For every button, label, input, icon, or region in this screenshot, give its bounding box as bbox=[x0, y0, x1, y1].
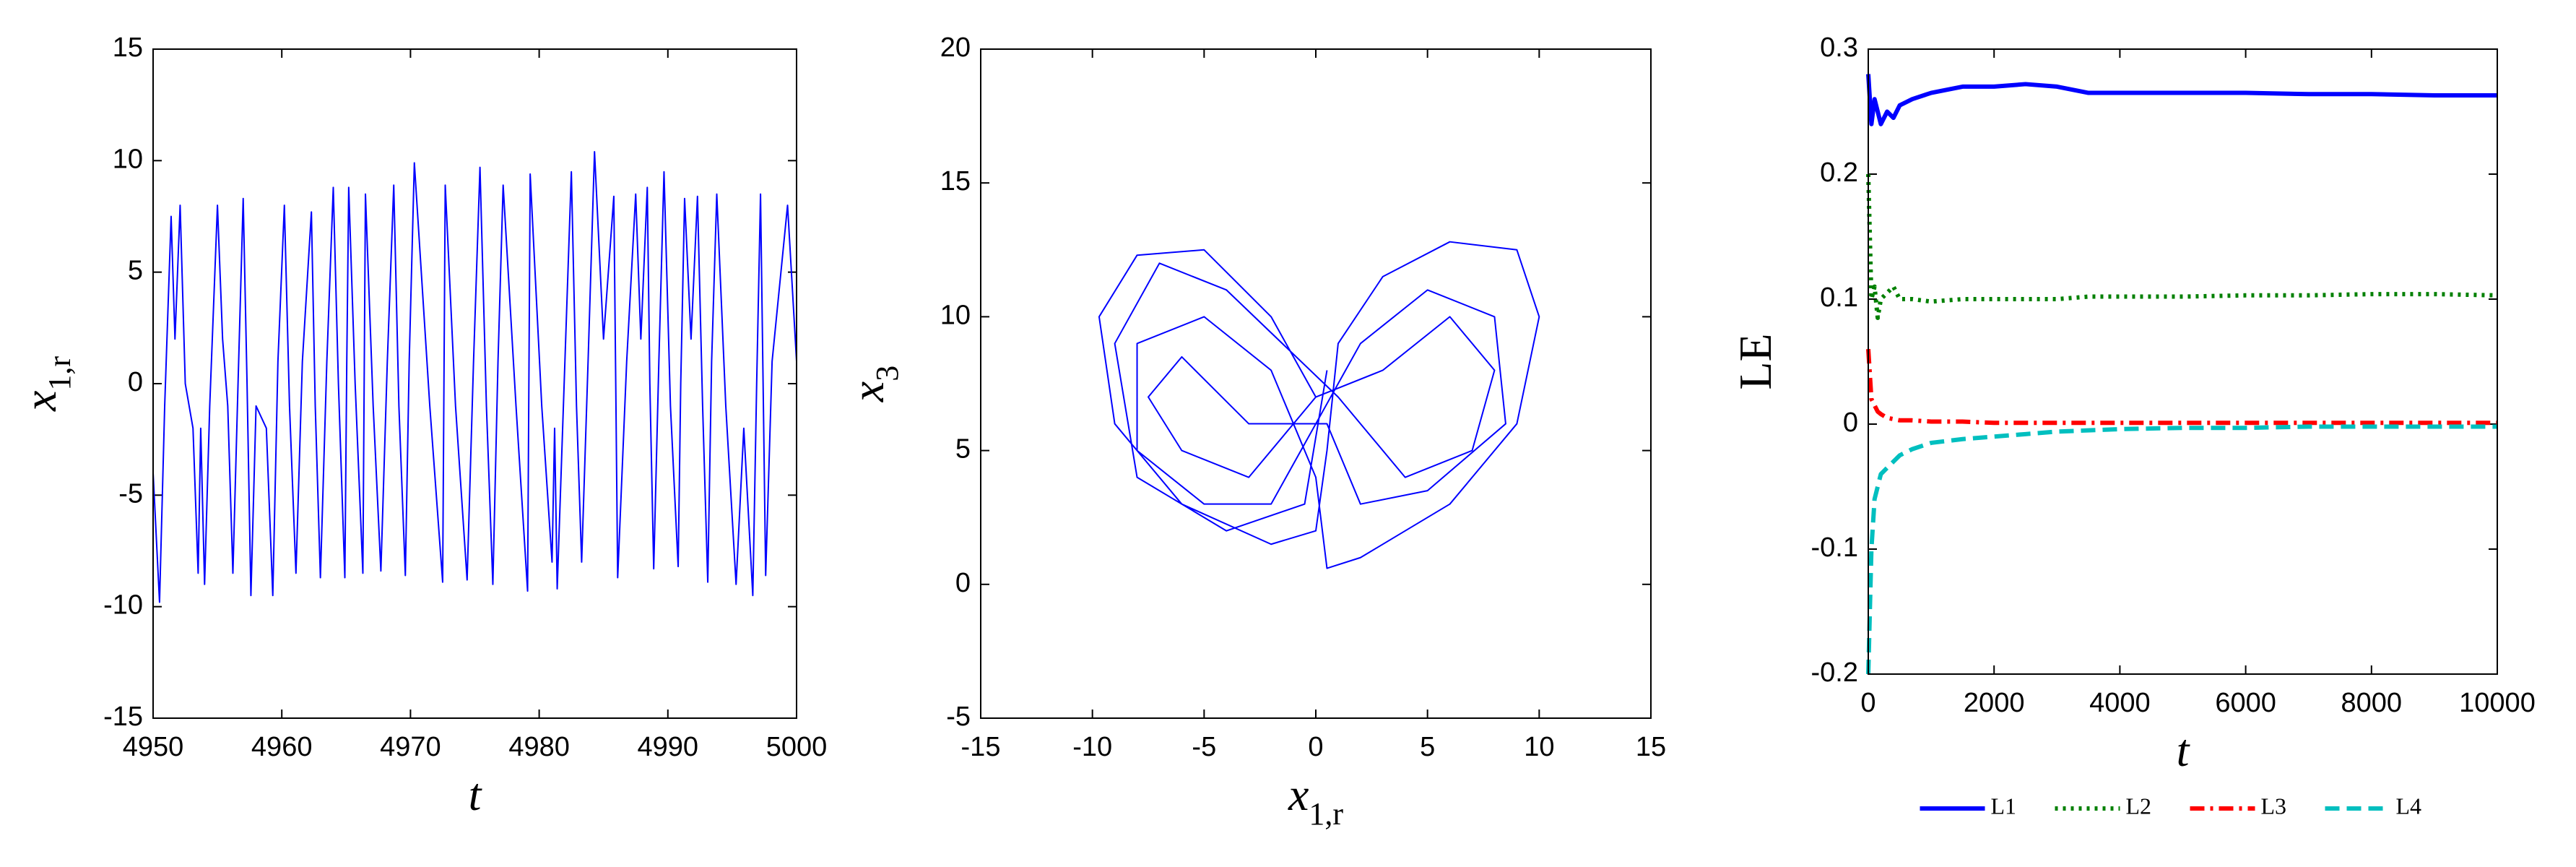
legend-label: L3 bbox=[2261, 793, 2287, 819]
label-main: x bbox=[14, 391, 66, 412]
label-main: t bbox=[2177, 725, 2191, 776]
axes-box bbox=[980, 48, 1652, 719]
axes-box bbox=[1868, 48, 2498, 675]
label-main: LE bbox=[1730, 333, 1781, 389]
y-tick-label: 0.1 bbox=[1820, 282, 1858, 313]
y-tick-label: 0 bbox=[128, 367, 143, 397]
x-tick-label: 10 bbox=[1524, 732, 1554, 762]
series-line bbox=[1866, 74, 2497, 126]
y-tick-label: -15 bbox=[103, 702, 143, 732]
x-tick-label: 5 bbox=[1420, 732, 1435, 762]
y-tick-label: 5 bbox=[128, 256, 143, 286]
label-main: x bbox=[842, 381, 893, 402]
legend-label: L2 bbox=[2126, 793, 2152, 819]
y-tick-label: 0 bbox=[955, 568, 971, 598]
x-tick-label: 4000 bbox=[2089, 688, 2151, 718]
plot-area bbox=[153, 49, 797, 718]
x-axis-label: t bbox=[2177, 725, 2191, 776]
legend-label: L1 bbox=[1991, 793, 2017, 819]
data-line bbox=[152, 150, 797, 603]
x-tick-label: 4980 bbox=[508, 732, 570, 762]
x-tick-label: 5000 bbox=[766, 732, 828, 762]
y-tick-label: 10 bbox=[940, 300, 971, 330]
y-tick-label: -5 bbox=[118, 478, 143, 509]
y-tick-label: 0.3 bbox=[1820, 33, 1858, 63]
axes-box bbox=[152, 48, 797, 719]
series-line bbox=[1866, 424, 2497, 675]
plot-area bbox=[1868, 49, 2497, 674]
y-tick-label: 0 bbox=[1843, 407, 1858, 438]
y-tick-label: -5 bbox=[946, 702, 971, 732]
x-tick-label: 4960 bbox=[251, 732, 313, 762]
x-tick-label: 0 bbox=[1860, 688, 1875, 718]
x-axis-label: x1,r bbox=[1288, 769, 1343, 832]
label-subscript: 1,r bbox=[42, 356, 77, 391]
y-tick-label: -0.1 bbox=[1811, 532, 1858, 563]
y-axis-label: LE bbox=[1730, 333, 1781, 389]
label-subscript: 1,r bbox=[1309, 796, 1343, 832]
y-axis-label: x1,r bbox=[14, 356, 77, 412]
y-tick-label: 0.2 bbox=[1820, 158, 1858, 188]
x-tick-label: 0 bbox=[1308, 732, 1323, 762]
y-tick-label: -0.2 bbox=[1811, 657, 1858, 688]
series-line bbox=[1866, 173, 2498, 320]
x-tick-label: -15 bbox=[961, 732, 1001, 762]
x-tick-label: 2000 bbox=[1964, 688, 2025, 718]
y-tick-label: 15 bbox=[113, 33, 143, 63]
x-tick-label: 6000 bbox=[2215, 688, 2276, 718]
data-line bbox=[1098, 241, 1540, 569]
x-tick-label: 8000 bbox=[2341, 688, 2403, 718]
x-tick-label: 15 bbox=[1636, 732, 1666, 762]
x-tick-label: 10000 bbox=[2459, 688, 2536, 718]
series-line bbox=[1866, 349, 2497, 426]
label-main: t bbox=[469, 769, 483, 820]
x-tick-label: -10 bbox=[1072, 732, 1112, 762]
x-axis-label: t bbox=[469, 769, 483, 820]
x-tick-label: -5 bbox=[1192, 732, 1216, 762]
legend-label: L4 bbox=[2396, 793, 2422, 819]
label-main: x bbox=[1288, 769, 1309, 820]
label-subscript: 3 bbox=[869, 366, 905, 381]
x-tick-label: 4990 bbox=[638, 732, 699, 762]
y-tick-label: 15 bbox=[940, 166, 971, 197]
y-tick-label: 5 bbox=[955, 434, 971, 465]
y-axis-label: x3 bbox=[842, 366, 905, 402]
x-tick-label: 4950 bbox=[123, 732, 184, 762]
y-tick-label: 10 bbox=[113, 144, 143, 174]
x-tick-label: 4970 bbox=[380, 732, 441, 762]
plot-area bbox=[981, 49, 1651, 718]
y-tick-label: 20 bbox=[940, 33, 971, 63]
y-tick-label: -10 bbox=[103, 590, 143, 621]
